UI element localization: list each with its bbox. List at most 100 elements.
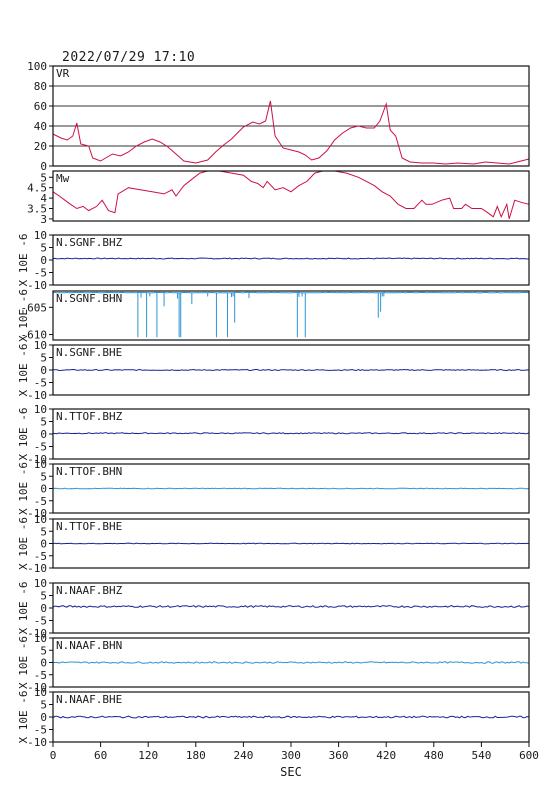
- y-axis-label: X 10E -6: [17, 517, 30, 570]
- x-tick-label: 360: [329, 749, 349, 762]
- y-axis-label: X 10E -6: [17, 289, 30, 342]
- x-tick-label: 60: [94, 749, 107, 762]
- x-tick-label: 540: [471, 749, 491, 762]
- y-tick-label: 10: [34, 632, 47, 645]
- panel-frame: [52, 408, 530, 460]
- y-tick-label: 0: [40, 602, 47, 615]
- y-tick-label: 3: [40, 213, 47, 226]
- y-tick-label: 3.5: [27, 203, 47, 216]
- panel-frame: [52, 290, 530, 341]
- y-tick-label: 5: [40, 470, 47, 483]
- y-tick-label: 5: [40, 242, 47, 255]
- panel-mw: 33.544.55 Mw: [27, 170, 530, 226]
- y-tick-label: 0: [40, 364, 47, 377]
- y-tick-label: -5: [34, 550, 47, 563]
- y-tick-label: -5: [34, 669, 47, 682]
- y-tick-label: 0: [40, 254, 47, 267]
- panel-n-sgnf-bhn: -610 -605 N.SGNF.BHN X 10E -6: [17, 289, 530, 342]
- y-tick-label: 5: [40, 644, 47, 657]
- trace-line: [52, 605, 530, 609]
- trace-line: [52, 715, 530, 719]
- y-tick-label: -10: [27, 562, 47, 575]
- y-tick-label: 10: [34, 458, 47, 471]
- y-tick-label: -10: [27, 681, 47, 694]
- y-tick-label: -10: [27, 627, 47, 640]
- y-tick-label: 100: [27, 60, 47, 73]
- y-axis-label: X 10E -6: [17, 691, 30, 744]
- trace-line: [52, 257, 530, 260]
- panel-title: N.SGNF.BHZ: [56, 236, 123, 249]
- y-tick-label: -10: [27, 389, 47, 402]
- trace-line: [52, 542, 530, 545]
- trace-line: [52, 100, 530, 165]
- y-tick-label: 4.5: [27, 182, 47, 195]
- x-tick-label: 240: [233, 749, 253, 762]
- panel-title: N.TTOF.BHZ: [56, 410, 123, 423]
- y-tick-label: 5: [40, 699, 47, 712]
- x-axis-label: SEC: [280, 765, 302, 779]
- y-tick-label: 5: [40, 416, 47, 429]
- y-tick-label: -5: [34, 724, 47, 737]
- trace-line: [52, 368, 530, 372]
- trace-line: [52, 661, 530, 664]
- y-tick-label: -10: [27, 736, 47, 749]
- y-axis-label: X 10E -6: [17, 344, 30, 397]
- panel-title: N.SGNF.BHE: [56, 346, 122, 359]
- trace-line: [52, 487, 530, 490]
- y-tick-label: -5: [34, 267, 47, 280]
- x-tick-label: 180: [186, 749, 206, 762]
- y-tick-label: 60: [34, 100, 47, 113]
- plot-timestamp: 2022/07/29 17:10: [62, 50, 196, 65]
- y-tick-label: 10: [34, 339, 47, 352]
- x-tick-label: 600: [519, 749, 539, 762]
- y-tick-label: -5: [34, 495, 47, 508]
- y-tick-label: 80: [34, 80, 47, 93]
- panel-title: N.NAAF.BHE: [56, 693, 122, 706]
- y-tick-label: 5: [40, 352, 47, 365]
- y-tick-label: 10: [34, 403, 47, 416]
- y-tick-label: 0: [40, 483, 47, 496]
- y-tick-label: 0: [40, 160, 47, 173]
- y-tick-label: 40: [34, 120, 47, 133]
- y-tick-label: 10: [34, 686, 47, 699]
- y-tick-label: -5: [34, 377, 47, 390]
- y-tick-label: 10: [34, 513, 47, 526]
- panel-title: N.NAAF.BHZ: [56, 584, 123, 597]
- y-tick-label: 5: [40, 525, 47, 538]
- y-axis-label: X 10E -6: [17, 408, 30, 461]
- y-axis-label: X 10E -6: [17, 582, 30, 635]
- y-tick-label: -610: [21, 329, 48, 342]
- panel-title: N.TTOF.BHE: [56, 520, 122, 533]
- y-tick-label: 0: [40, 428, 47, 441]
- trace-line: [52, 291, 530, 294]
- x-tick-label: 120: [138, 749, 158, 762]
- panel-frame: [52, 582, 530, 634]
- y-tick-label: 4: [40, 192, 47, 205]
- panel-title: N.NAAF.BHN: [56, 639, 122, 652]
- y-tick-label: -10: [27, 453, 47, 466]
- panel-frame: [52, 170, 530, 222]
- x-tick-label: 300: [281, 749, 301, 762]
- y-tick-label: 5: [40, 171, 47, 184]
- panel-title: Mw: [56, 172, 70, 185]
- y-tick-label: 10: [34, 577, 47, 590]
- y-tick-label: 10: [34, 229, 47, 242]
- y-axis-label: X 10E -6: [17, 234, 30, 287]
- y-tick-label: -5: [34, 441, 47, 454]
- trace-line: [52, 170, 530, 220]
- panel-title: N.TTOF.BHN: [56, 465, 122, 478]
- x-tick-label: 0: [50, 749, 57, 762]
- y-tick-label: 0: [40, 711, 47, 724]
- y-tick-label: -5: [34, 615, 47, 628]
- y-tick-label: 0: [40, 538, 47, 551]
- panel-title: VR: [56, 67, 70, 80]
